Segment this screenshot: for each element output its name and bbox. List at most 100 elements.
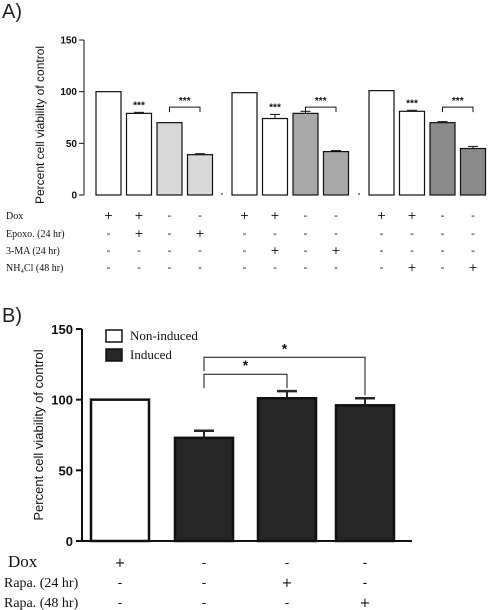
panel-a-group: *** *** <box>95 91 214 196</box>
panel-b-treatment-symbol: + <box>115 556 126 571</box>
panel-a-sig-label: *** <box>269 102 281 113</box>
panel-b-treatment-symbol: - <box>363 576 368 591</box>
panel-a-treatment-symbol: - <box>273 227 277 240</box>
panel-a-treatment-symbol: + <box>270 209 279 222</box>
panel-b-bar <box>334 404 396 543</box>
panel-b-treatment-label: Dox <box>8 552 38 571</box>
panel-a-treatment-label: NH₄Cl (48 hr) <box>6 263 63 274</box>
panel-a-treatment-symbol: + <box>104 209 113 222</box>
panel-b-sig-label: * <box>282 340 288 356</box>
panel-b-sig-label: * <box>243 357 249 373</box>
panel-b-chart: 0 50 100 150 Non-induced Induced * * Dox + - - - Rapa… <box>4 322 412 610</box>
panel-a-bar <box>261 117 289 196</box>
panel-a-treatment-symbol: + <box>270 244 279 257</box>
panel-b-legend-swatch <box>105 348 123 362</box>
panel-a-chart: 0 50 100 150 *** *** *** *** *** *** Dox + + - - + + - - + +… <box>6 36 487 274</box>
panel-a-treatment-symbol: - <box>410 244 414 257</box>
panel-a-treatment-symbol: - <box>137 244 141 257</box>
panel-b-treatment-symbol: - <box>202 556 207 571</box>
panel-a-treatment-symbol: + <box>134 227 143 240</box>
panel-b-treatment-symbol: - <box>118 576 123 591</box>
panel-b-treatment-label: Rapa. (24 hr) <box>4 576 79 591</box>
panel-b-legend: Non-induced Induced <box>105 328 198 362</box>
panel-a-treatment-label: Epoxo. (24 hr) <box>6 229 65 240</box>
panel-a-treatment-symbol: - <box>380 261 384 274</box>
panel-a-treatment-symbol: - <box>107 261 111 274</box>
panel-b-treatment-symbol: + <box>282 576 293 591</box>
panel-b-y-tick-label: 150 <box>51 322 73 337</box>
panel-a-bar <box>429 122 456 196</box>
panel-b-sig-bracket <box>203 373 288 389</box>
panel-a-treatment-symbol: - <box>410 227 414 240</box>
panel-a-sig-label: *** <box>406 98 418 109</box>
panel-a-treatment-symbol: - <box>273 261 277 274</box>
panel-a-group: *** *** <box>221 92 350 196</box>
panel-a-treatment-symbol: - <box>107 244 111 257</box>
panel-a-sig-bracket <box>169 106 201 113</box>
panel-a-treatment-symbol: - <box>243 244 247 257</box>
panel-a-treatment-symbol: - <box>107 227 111 240</box>
panel-a-treatment-symbol: - <box>334 261 338 274</box>
panel-a-treatment-symbol: - <box>441 244 445 257</box>
panel-a-treatment-label: 3-MA (24 hr) <box>6 246 60 257</box>
panel-a-bar <box>95 91 122 196</box>
panel-a-treatment-symbol: - <box>137 261 141 274</box>
panel-b-sig-bracket <box>203 356 366 396</box>
panel-a-sig-bracket <box>442 106 474 113</box>
panel-a-treatment-symbol: - <box>198 244 202 257</box>
panel-a-letter: A) <box>2 1 22 23</box>
panel-a-treatment-symbol: - <box>471 209 475 222</box>
panel-a-treatment-symbol: - <box>168 227 172 240</box>
panel-b-y-tick-label: 100 <box>51 393 73 408</box>
panel-b-treatment-symbol: - <box>285 556 290 571</box>
panel-a-sig-label: *** <box>452 96 464 107</box>
panel-a-treatment-symbol: - <box>334 209 338 222</box>
panel-a-treatment-symbol: - <box>471 227 475 240</box>
panel-a-treatment-symbol: - <box>168 261 172 274</box>
panel-a-treatment-symbol: - <box>243 261 247 274</box>
panel-a-treatment-symbol: - <box>441 261 445 274</box>
panel-b-treatment-symbol: - <box>202 596 207 610</box>
panel-a-treatment-symbol: + <box>134 209 143 222</box>
panel-a-treatment-symbol: + <box>377 209 386 222</box>
panel-b-legend-label: Induced <box>130 347 172 362</box>
panel-a-treatment-symbol: - <box>441 227 445 240</box>
panel-b-treatment-symbol: - <box>363 556 368 571</box>
panel-a-sig-bracket <box>305 106 337 113</box>
panel-b-y-tick-label: 50 <box>59 463 73 478</box>
panel-a-bar <box>156 122 183 196</box>
panel-b-treatment-symbol: - <box>285 596 290 610</box>
panel-b-letter: B) <box>2 305 22 327</box>
panel-b-bar <box>256 397 318 543</box>
panel-b-treatment-symbol: + <box>360 596 371 610</box>
panel-a-treatment-symbol: + <box>195 227 204 240</box>
panel-b-y-tick-label: 0 <box>66 534 73 549</box>
panel-a-bar <box>459 147 487 196</box>
panel-a-treatment-symbol: - <box>198 209 202 222</box>
panel-a-treatment-symbol: - <box>334 227 338 240</box>
panel-a-treatment-symbol: + <box>407 261 416 274</box>
panel-a-treatment-label: Dox <box>6 211 23 222</box>
panel-a-bar <box>292 112 319 196</box>
panel-a-bar <box>368 90 395 196</box>
panel-a-y-tick-label: 0 <box>71 191 77 202</box>
panel-b-treatment-symbol: - <box>118 596 123 610</box>
panel-a-treatment-symbol: - <box>168 209 172 222</box>
panel-b-bar <box>89 398 151 543</box>
panel-a-sig-label: *** <box>179 96 191 107</box>
panel-a-treatment-symbol: - <box>441 209 445 222</box>
panel-a-bar <box>186 154 214 196</box>
panel-a-bar <box>322 151 350 196</box>
panel-b-bar <box>173 436 235 543</box>
panel-a-bar <box>398 110 426 196</box>
panel-a-y-tick-label: 100 <box>60 87 77 98</box>
panel-a-treatment-symbol: + <box>240 209 249 222</box>
panel-b-legend-label: Non-induced <box>130 328 198 343</box>
panel-a-sig-label: *** <box>315 96 327 107</box>
panel-a-sig-label: *** <box>133 100 145 111</box>
panel-a-treatment-symbol: + <box>468 261 477 274</box>
panel-a-treatment-symbol: - <box>168 244 172 257</box>
panel-b-legend-swatch <box>105 329 123 343</box>
panel-a-treatment-symbol: - <box>380 227 384 240</box>
